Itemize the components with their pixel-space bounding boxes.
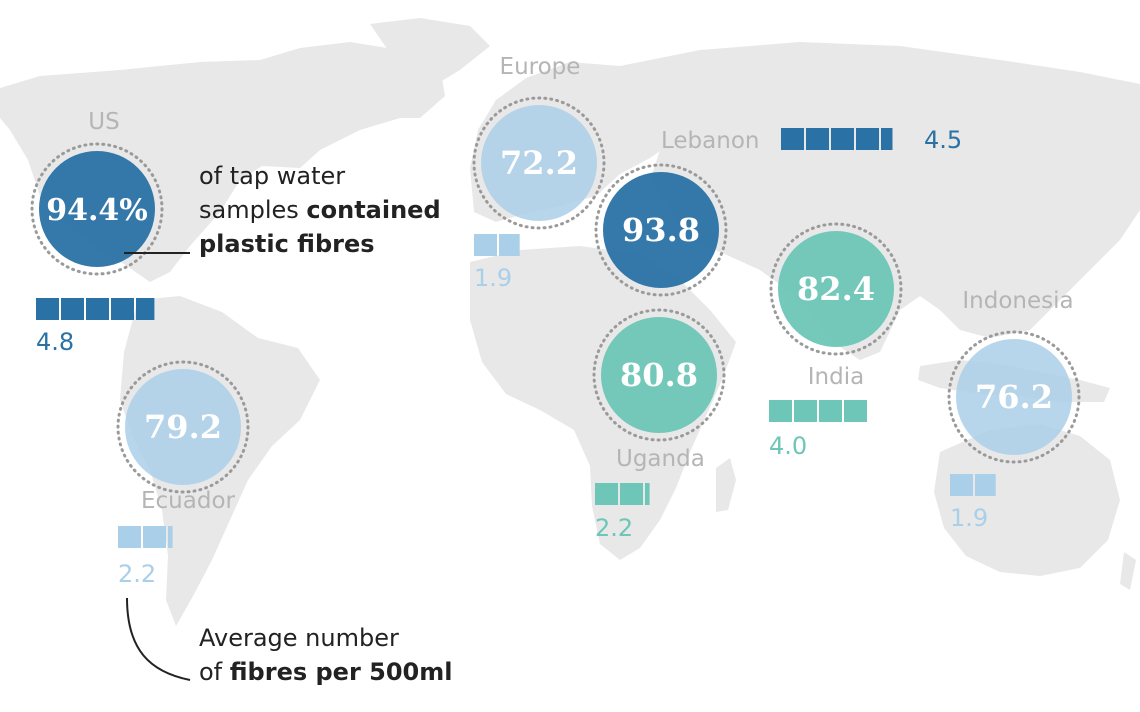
land-asia	[620, 42, 1140, 360]
lebanon-name-label: Lebanon	[661, 128, 759, 154]
land-madagascar	[716, 458, 736, 512]
europe-bubble	[481, 105, 597, 221]
fibre-annotation-line1: Average number	[199, 624, 399, 652]
indonesia-ring	[947, 330, 1081, 464]
us-percent-value: 94.4%	[46, 193, 148, 228]
lebanon-bubble	[603, 172, 719, 288]
us-fibre-block	[86, 298, 109, 320]
us-fibre-value: 4.8	[36, 328, 74, 356]
indonesia-name-label: Indonesia	[962, 288, 1073, 314]
us-fibre-block	[136, 298, 155, 320]
us-bubble	[39, 151, 155, 267]
indonesia-percent-value: 76.2	[975, 378, 1053, 416]
lebanon-fibre-block	[781, 128, 804, 150]
land-australia	[934, 424, 1120, 576]
uganda-fibre-block	[620, 483, 643, 505]
india-bubble	[778, 231, 894, 347]
us-fibre-block	[111, 298, 134, 320]
ecuador-fibre-block	[118, 526, 141, 548]
land-greenland	[370, 18, 490, 88]
us-fibre-block	[36, 298, 59, 320]
ecuador-bubble	[125, 369, 241, 485]
uganda-bubble	[601, 317, 717, 433]
indonesia-fibre-block	[975, 474, 996, 496]
india-fibre-block	[819, 400, 842, 422]
country-bubbles: 94.4% 79.2 72.2 93.8 80.8 82.4 76.2	[30, 96, 1081, 494]
percent-annotation-line2-bold: contained	[306, 196, 441, 224]
us-name-label: US	[88, 109, 119, 135]
uganda-fibre-block	[645, 483, 650, 505]
leader-lines	[124, 252, 191, 681]
lebanon-fibre-value: 4.5	[924, 126, 962, 154]
lebanon-fibre-block	[881, 128, 893, 150]
percent-annotation-line2-plain: samples	[199, 196, 307, 224]
uganda-fibre-value: 2.2	[595, 514, 633, 542]
percent-annotation: of tap water samples contained plastic f…	[199, 159, 441, 261]
india-fibre-block	[769, 400, 792, 422]
ecuador-fibre-block	[168, 526, 173, 548]
europe-fibre-block	[499, 234, 520, 256]
percent-annotation-line3: plastic fibres	[199, 227, 441, 261]
land-new-zealand	[1120, 552, 1136, 590]
uganda-ring	[592, 308, 726, 442]
fibre-leader-line	[126, 597, 191, 681]
percent-annotation-line1: of tap water	[199, 162, 346, 190]
ecuador-ring	[116, 360, 250, 494]
fibre-annotation: Average number of fibres per 500ml	[199, 621, 452, 689]
percent-annotation-line3-bold: plastic fibres	[199, 230, 375, 258]
fibre-annotation-line2: of fibres per 500ml	[199, 655, 452, 689]
lebanon-fibre-block	[831, 128, 854, 150]
indonesia-fibre-block	[950, 474, 973, 496]
ecuador-name-label: Ecuador	[141, 488, 236, 514]
percent-annotation-line2: samples contained	[199, 193, 441, 227]
india-percent-value: 82.4	[797, 270, 875, 308]
country-labels: US 4.8 Ecuador 2.2 Europe 1.9 Lebanon 4.5 Uganda…	[36, 54, 1074, 588]
indonesia-bubble	[956, 339, 1072, 455]
fibre-annotation-line2-plain: of	[199, 658, 230, 686]
fibre-annotation-line2-bold: fibres per 500ml	[229, 658, 453, 686]
europe-percent-value: 72.2	[500, 144, 578, 182]
lebanon-fibre-block	[806, 128, 829, 150]
uganda-percent-value: 80.8	[620, 356, 698, 394]
europe-fibre-block	[474, 234, 497, 256]
ecuador-fibre-value: 2.2	[118, 560, 156, 588]
india-fibre-block	[844, 400, 867, 422]
india-fibre-block	[794, 400, 817, 422]
lebanon-percent-value: 93.8	[622, 211, 700, 249]
us-ring	[30, 142, 164, 276]
ecuador-fibre-block	[143, 526, 166, 548]
europe-fibre-value: 1.9	[474, 264, 512, 292]
uganda-fibre-block	[595, 483, 618, 505]
lebanon-ring	[594, 163, 728, 297]
us-fibre-block	[61, 298, 84, 320]
india-ring	[769, 222, 903, 356]
ecuador-percent-value: 79.2	[144, 408, 222, 446]
europe-ring	[472, 96, 606, 230]
india-name-label: India	[808, 364, 864, 390]
india-fibre-value: 4.0	[769, 432, 807, 460]
indonesia-fibre-value: 1.9	[950, 504, 988, 532]
lebanon-fibre-block	[856, 128, 879, 150]
europe-name-label: Europe	[500, 54, 581, 80]
uganda-name-label: Uganda	[616, 446, 705, 472]
